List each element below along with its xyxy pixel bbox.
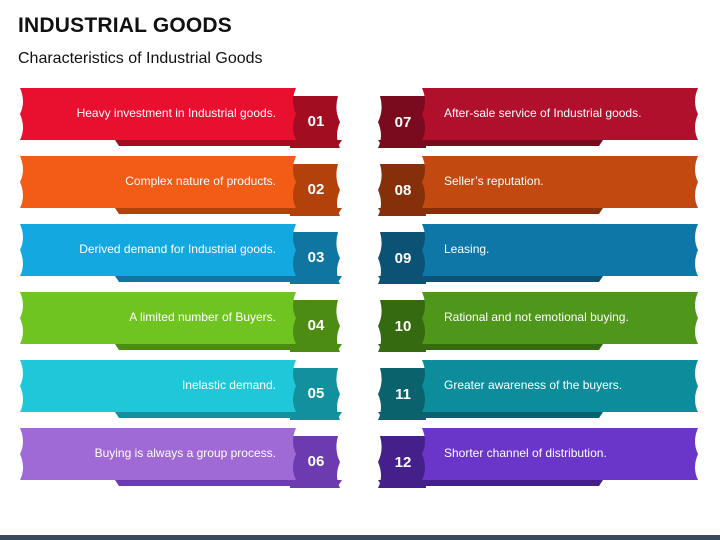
characteristic-item: Complex nature of products. 02 (20, 156, 342, 218)
characteristic-number: 11 (395, 386, 411, 403)
characteristic-number: 03 (307, 249, 325, 266)
ribbon-shape (378, 88, 698, 148)
characteristic-item: Greater awareness of the buyers. 11 (378, 360, 698, 422)
characteristic-number: 09 (394, 250, 412, 267)
characteristic-text: Inelastic demand. (181, 378, 276, 392)
characteristic-item: Seller’s reputation. 08 (378, 156, 698, 218)
characteristic-item: Rational and not emotional buying. 10 (378, 292, 698, 354)
characteristic-text: Buying is always a group process. (94, 446, 276, 460)
ribbon-shape (20, 360, 342, 420)
characteristic-text: Derived demand for Industrial goods. (79, 242, 276, 256)
characteristic-text: Leasing. (444, 242, 490, 256)
characteristic-text: After-sale service of Industrial goods. (444, 106, 642, 120)
ribbon-shape (20, 88, 342, 148)
bottom-bar (0, 535, 720, 540)
ribbon-shape (20, 428, 342, 488)
ribbon-shape (20, 224, 342, 284)
characteristic-text: Greater awareness of the buyers. (444, 378, 623, 392)
characteristic-number: 01 (307, 113, 325, 130)
characteristic-item: Derived demand for Industrial goods. 03 (20, 224, 342, 286)
ribbon-shape (378, 156, 698, 216)
characteristic-item: A limited number of Buyers. 04 (20, 292, 342, 354)
characteristic-number: 06 (307, 453, 325, 470)
ribbon-shape (378, 428, 698, 488)
page-title: INDUSTRIAL GOODS (18, 14, 232, 37)
characteristic-text: Complex nature of products. (125, 174, 276, 188)
characteristic-number: 10 (394, 318, 412, 335)
ribbon-shape (378, 224, 698, 284)
characteristic-number: 05 (307, 385, 325, 402)
characteristic-item: Leasing. 09 (378, 224, 698, 286)
characteristic-item: Inelastic demand. 05 (20, 360, 342, 422)
characteristic-number: 02 (307, 181, 325, 198)
page-subtitle: Characteristics of Industrial Goods (18, 50, 263, 67)
characteristic-item: Heavy investment in Industrial goods. 01 (20, 88, 342, 150)
characteristic-number: 08 (394, 182, 412, 199)
characteristic-number: 12 (394, 454, 412, 471)
ribbon-shape (20, 156, 342, 216)
ribbon-shape (20, 292, 342, 352)
characteristic-item: Shorter channel of distribution. 12 (378, 428, 698, 490)
ribbon-shape (378, 360, 698, 420)
characteristic-number: 04 (307, 317, 325, 334)
characteristic-text: A limited number of Buyers. (129, 310, 276, 324)
characteristic-text: Rational and not emotional buying. (444, 310, 629, 324)
characteristic-item: After-sale service of Industrial goods. 0… (378, 88, 698, 150)
characteristic-item: Buying is always a group process. 06 (20, 428, 342, 490)
characteristic-text: Heavy investment in Industrial goods. (76, 106, 276, 120)
characteristic-text: Shorter channel of distribution. (444, 446, 607, 460)
characteristic-number: 07 (394, 114, 412, 131)
characteristic-text: Seller’s reputation. (444, 174, 544, 188)
ribbon-shape (378, 292, 698, 352)
